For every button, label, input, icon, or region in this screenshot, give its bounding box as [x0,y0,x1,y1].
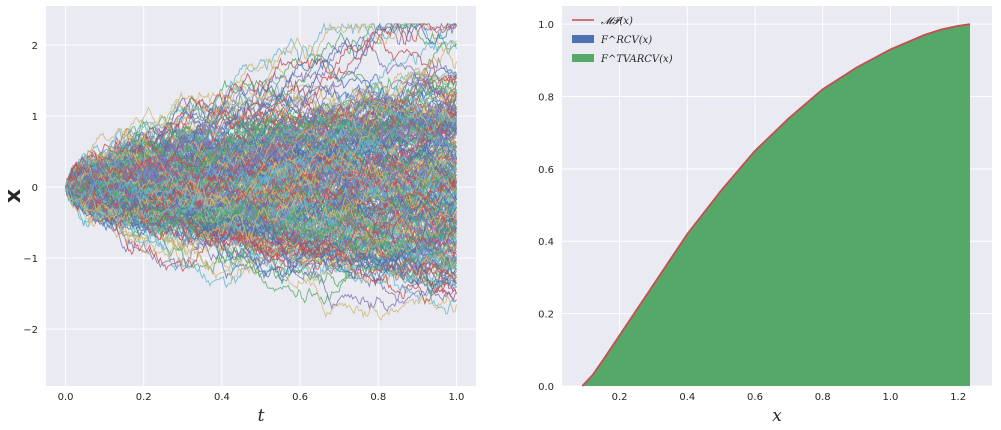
right-x-tick-label: 0.6 [747,392,763,403]
path-line [65,185,457,251]
path-line [65,96,457,196]
right-x-axis-label: x [772,406,782,426]
right-x-tick-label: 0.4 [679,392,695,403]
path-line [65,149,457,289]
left-x-axis-label: t [258,406,265,426]
left-x-tick-label: 0.4 [214,392,230,403]
left-x-tick-label: 0.8 [370,392,386,403]
path-line [65,22,457,202]
left-x-tick-label: 1.0 [449,392,465,403]
legend-label: F^TVARCV(x) [600,54,673,65]
path-line [65,107,457,197]
path-line [65,180,457,251]
right-y-tick-labels: 0.0 0.2 0.4 0.6 0.8 1.0 [538,20,554,393]
left-y-tick-label: −1 [23,254,38,265]
path-line [65,181,457,321]
path-line [65,167,457,219]
left-x-tick-labels: 0.0 0.2 0.4 0.6 0.8 1.0 [58,392,465,403]
path-line [65,164,457,241]
path-line [65,127,457,212]
right-x-tick-label: 1.0 [882,392,898,403]
right-area [581,23,971,387]
right-y-tick-label: 0.0 [538,382,554,393]
right-y-tick-label: 0.4 [538,237,554,248]
legend-swatch-box [572,35,594,43]
legend-label: 𝓜𝓟(x) [601,16,633,27]
right-y-tick-label: 0.8 [538,92,554,103]
path-line [65,22,457,199]
left-panel: 0.0 0.2 0.4 0.6 0.8 1.0 −2 −1 0 1 2 t x [1,6,476,426]
left-y-tick-label: 1 [32,112,38,123]
path-line [65,65,457,188]
left-y-tick-label: 0 [32,183,38,194]
right-x-tick-label: 1.2 [950,392,966,403]
mp-curve [581,23,971,387]
path-line [65,167,457,211]
left-paths [65,22,457,321]
path-line [65,77,457,192]
left-x-tick-label: 0.2 [136,392,152,403]
right-panel: 0.2 0.4 0.6 0.8 1.0 1.2 0.00.20.40.60.81.0 x … [538,6,992,426]
area-fill-2 [582,24,970,386]
legend-label: F^RCV(x) [600,35,652,46]
left-x-tick-label: 0.6 [292,392,308,403]
path-line [65,123,457,193]
left-y-tick-label: −2 [23,325,38,336]
legend-swatch-box [572,54,594,62]
left-y-tick-label: 2 [32,41,38,52]
right-x-tick-labels: 0.2 0.4 0.6 0.8 1.0 1.2 [612,392,966,403]
right-y-tick-label: 0.6 [538,165,554,176]
path-line [65,182,457,288]
right-y-tick-label: 1.0 [538,20,554,31]
path-line [65,46,457,227]
right-x-tick-label: 0.2 [612,392,628,403]
path-line [65,186,457,261]
path-line [65,184,457,299]
left-y-axis-label: x [1,189,26,203]
path-line [65,177,457,273]
right-y-tick-label: 0.2 [538,310,554,321]
right-legend: 𝓜𝓟(x) F^RCV(x) F^TVARCV(x) [572,16,673,65]
right-x-tick-label: 0.8 [815,392,831,403]
left-y-tick-labels: −2 −1 0 1 2 [23,41,38,336]
path-line [65,71,457,192]
left-x-tick-label: 0.0 [58,392,74,403]
